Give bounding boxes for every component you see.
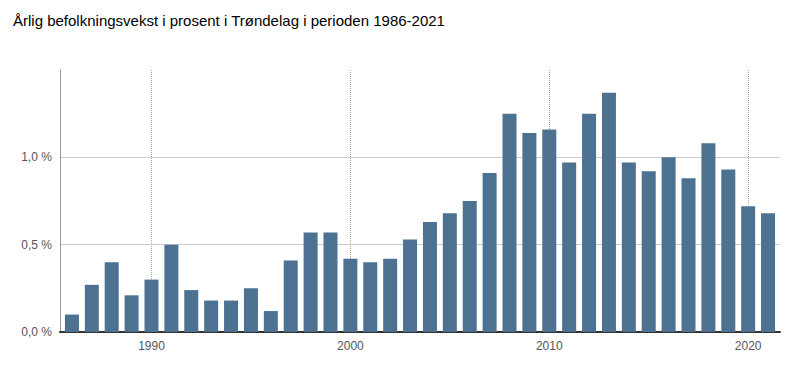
svg-text:2020: 2020 [735,339,762,353]
svg-text:0,0 %: 0,0 % [21,325,52,339]
svg-text:1990: 1990 [138,339,165,353]
svg-text:1,0 %: 1,0 % [21,150,52,164]
svg-text:Årlig befolkningsvekst i prose: Årlig befolkningsvekst i prosent i Trønd… [13,12,445,29]
svg-text:2010: 2010 [536,339,563,353]
svg-text:0,5 %: 0,5 % [21,238,52,252]
svg-text:2000: 2000 [337,339,364,353]
